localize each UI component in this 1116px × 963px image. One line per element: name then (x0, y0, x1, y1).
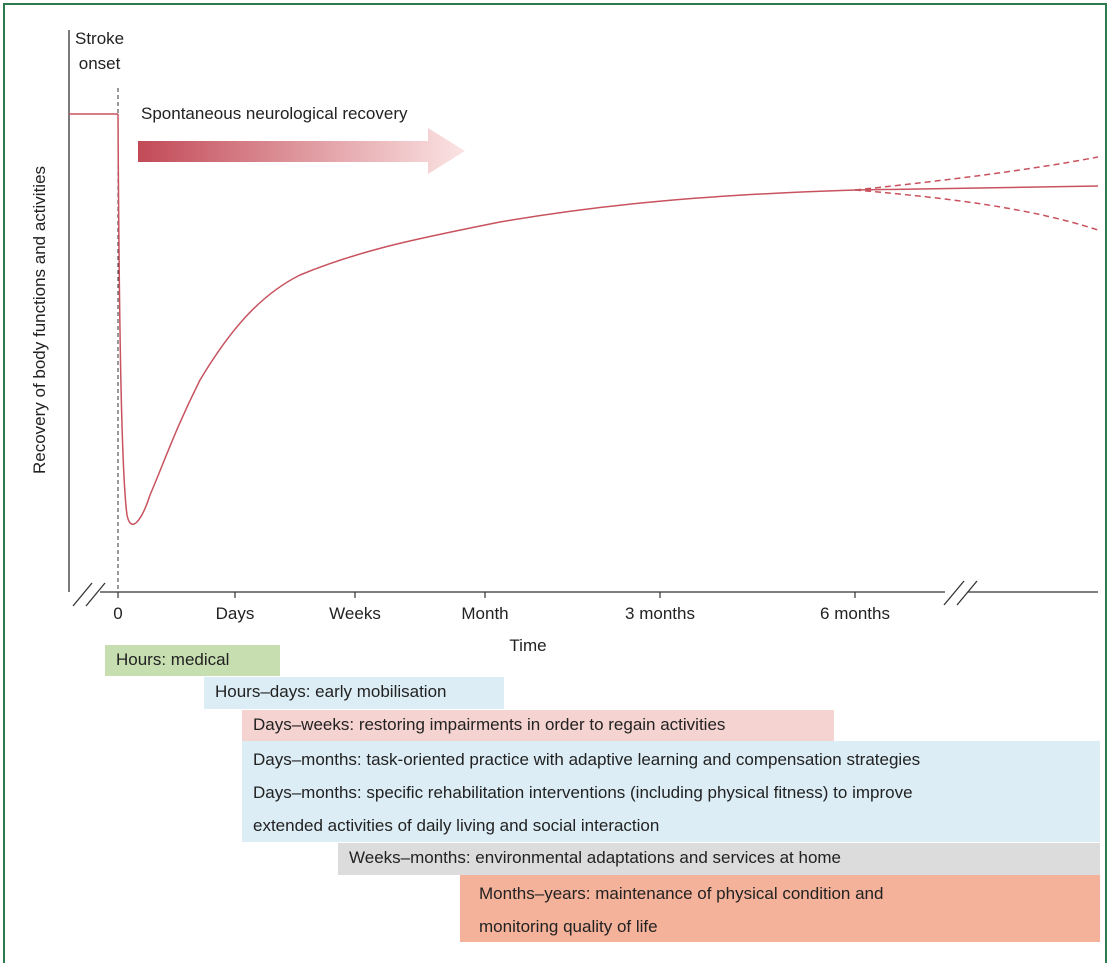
phase-specific-interventions-text-2: extended activities of daily living and … (253, 816, 660, 835)
phase-maintenance-line-2: monitoring quality of life (479, 917, 658, 936)
phase-restoring-impairments: Days–weeks: restoring impairments in ord… (242, 710, 834, 741)
spontaneous-recovery-label: Spontaneous neurological recovery (141, 104, 408, 123)
tick-marks (117, 592, 856, 598)
x-axis-label: Time (509, 636, 547, 655)
tick-label-month: Month (461, 604, 509, 623)
tick-label-weeks: Weeks (329, 604, 381, 623)
phase-days-months: Days–months: task-oriented practice with… (242, 741, 1100, 842)
phase-maintenance-line-1: Months–years: maintenance of physical co… (479, 884, 884, 903)
phase-environmental-adaptations: Weeks–months: environmental adaptations … (338, 843, 1100, 875)
spontaneous-recovery-arrow (138, 128, 465, 174)
stroke-onset-line-2: onset (78, 54, 121, 73)
y-axis-label: Recovery of body functions and activitie… (30, 165, 49, 475)
axis-break-right (943, 580, 978, 606)
recovery-curve (69, 113, 1099, 526)
phase-task-oriented-text: Days–months: task-oriented practice with… (253, 750, 921, 769)
figure-frame (3, 3, 1107, 963)
tick-label-0: 0 (113, 604, 123, 623)
stroke-onset-label: Stroke onset (75, 26, 124, 76)
tick-label-days: Days (215, 604, 255, 623)
phase-maintenance: Months–years: maintenance of physical co… (460, 875, 1100, 942)
phase-early-mobilisation: Hours–days: early mobilisation (204, 677, 504, 709)
tick-label-6-months: 6 months (820, 604, 890, 623)
phase-hours-medical: Hours: medical (105, 645, 280, 676)
recovery-projections (854, 156, 1099, 231)
phase-specific-interventions-text: Days–months: specific rehabilitation int… (253, 783, 913, 802)
tick-label-3-months: 3 months (625, 604, 695, 623)
stroke-onset-line-1: Stroke (75, 29, 125, 48)
axis-break-left (72, 582, 106, 607)
